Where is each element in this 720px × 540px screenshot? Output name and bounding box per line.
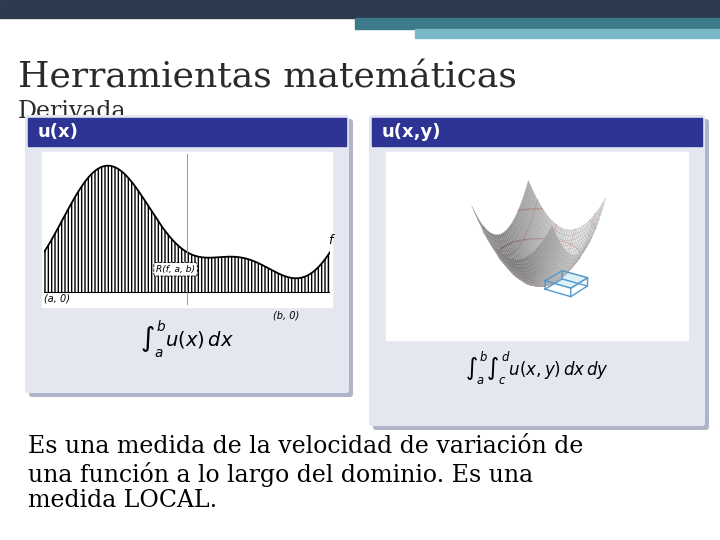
Bar [42,152,332,307]
FancyBboxPatch shape [25,115,349,393]
Text: u(x): u(x) [38,123,79,141]
Bar [0,0,720,18]
Text: R(f, a, b): R(f, a, b) [156,265,195,274]
Text: (b, 0): (b, 0) [273,310,299,321]
Bar [28,118,346,146]
Text: Herramientas matemáticas: Herramientas matemáticas [18,60,517,94]
Text: medida LOCAL.: medida LOCAL. [28,489,217,512]
Text: Es una medida de la velocidad de variación de: Es una medida de la velocidad de variaci… [28,435,583,458]
Text: f: f [328,234,333,247]
FancyBboxPatch shape [29,119,353,397]
Text: Derivada: Derivada [18,100,127,123]
Bar [355,18,720,29]
Bar [415,29,720,38]
Text: u(x,y): u(x,y) [382,123,441,141]
FancyBboxPatch shape [369,115,705,426]
Text: $\int_a^b u(x)\,dx$: $\int_a^b u(x)\,dx$ [140,318,234,360]
Text: (a, 0): (a, 0) [45,294,71,304]
FancyBboxPatch shape [373,119,709,430]
Text: $\int_a^b \int_c^d u(x,y)\,dx\,dy$: $\int_a^b \int_c^d u(x,y)\,dx\,dy$ [465,349,609,387]
Bar [372,118,702,146]
Bar [386,152,688,340]
Text: una función a lo largo del dominio. Es una: una función a lo largo del dominio. Es u… [28,462,533,487]
